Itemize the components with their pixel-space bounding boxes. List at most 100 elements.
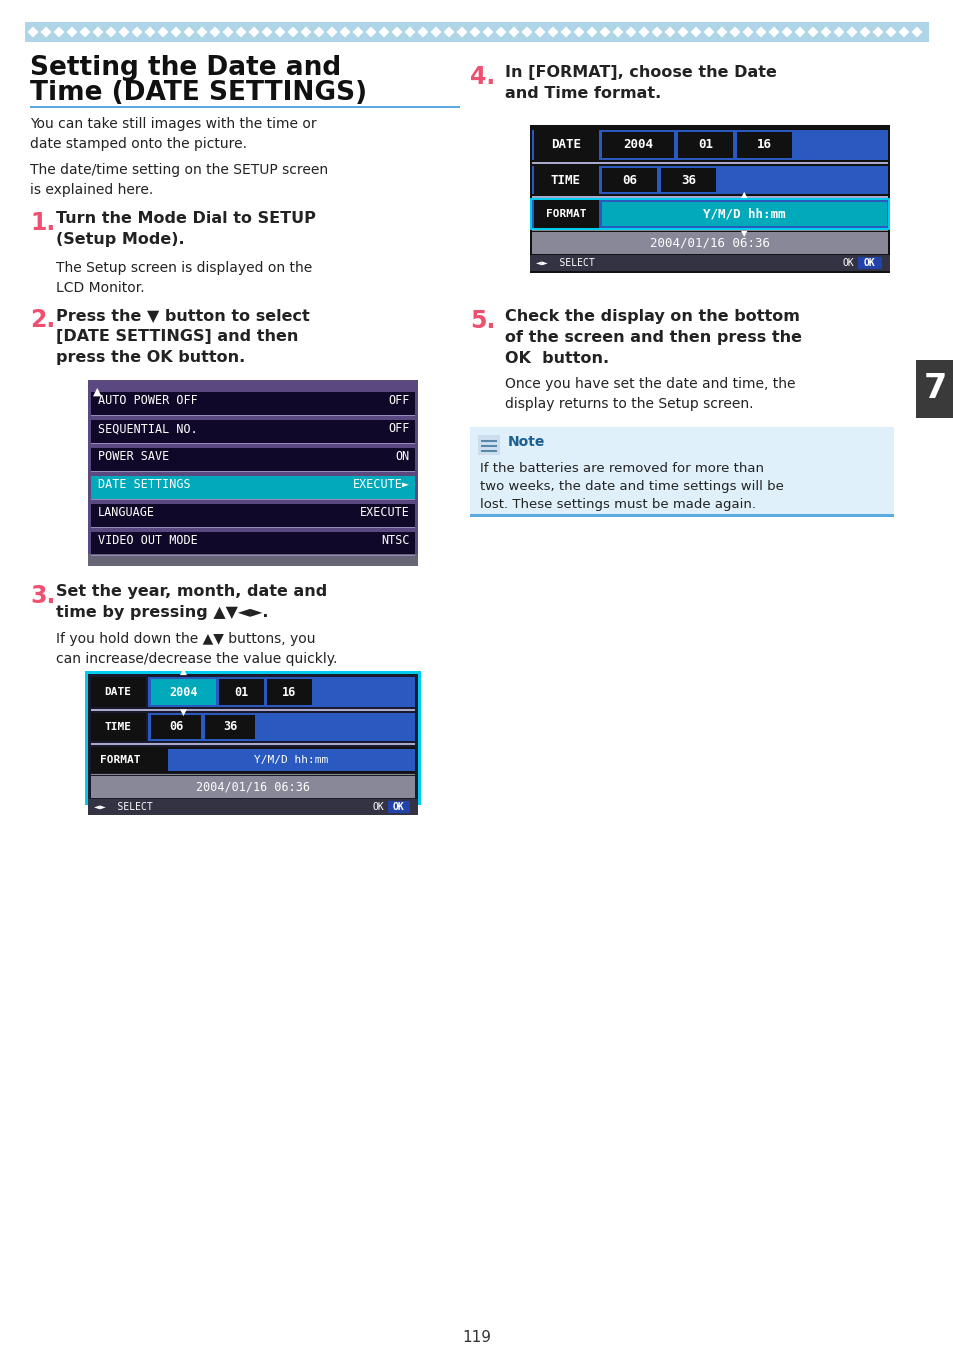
Polygon shape [417, 27, 428, 38]
Polygon shape [28, 27, 38, 38]
Bar [480, 440, 497, 442]
Polygon shape [118, 27, 130, 38]
Polygon shape [859, 27, 869, 38]
Text: TIME: TIME [105, 721, 132, 732]
Text: Once you have set the date and time, the
display returns to the Setup screen.: Once you have set the date and time, the… [504, 377, 795, 411]
Polygon shape [196, 27, 208, 38]
Bar [534, 200, 598, 228]
Polygon shape [365, 27, 376, 38]
Polygon shape [586, 27, 597, 38]
Bar [532, 162, 887, 163]
Polygon shape [898, 27, 908, 38]
Bar [532, 200, 887, 228]
Polygon shape [910, 27, 922, 38]
Polygon shape [833, 27, 843, 38]
Text: OK: OK [841, 258, 853, 267]
Polygon shape [456, 27, 467, 38]
Bar [148, 677, 415, 707]
Bar [91, 476, 415, 500]
Polygon shape [326, 27, 337, 38]
Bar [91, 504, 415, 528]
Bar [91, 747, 415, 773]
Bar [88, 798, 417, 815]
Text: DATE SETTINGS: DATE SETTINGS [98, 478, 191, 492]
Polygon shape [40, 27, 51, 38]
Polygon shape [469, 27, 480, 38]
Polygon shape [79, 27, 91, 38]
Bar [470, 513, 893, 517]
Polygon shape [404, 27, 416, 38]
Polygon shape [157, 27, 169, 38]
Text: 16: 16 [282, 685, 296, 698]
Text: ◄►  SELECT: ◄► SELECT [94, 802, 152, 812]
Text: OK: OK [372, 802, 384, 812]
Text: DATE: DATE [551, 139, 580, 151]
Bar [388, 801, 410, 813]
Text: 2004/01/16 06:36: 2004/01/16 06:36 [649, 236, 769, 250]
Text: FORMAT: FORMAT [545, 209, 586, 219]
Polygon shape [352, 27, 363, 38]
Text: 2004: 2004 [169, 685, 197, 698]
Text: 1.: 1. [30, 211, 55, 235]
Text: 2004/01/16 06:36: 2004/01/16 06:36 [195, 781, 310, 793]
Text: 5.: 5. [470, 309, 495, 332]
Polygon shape [664, 27, 675, 38]
Text: ▲: ▲ [180, 667, 187, 676]
Bar [91, 677, 146, 707]
Text: Check the display on the bottom
of the screen and then press the
OK  button.: Check the display on the bottom of the s… [504, 309, 801, 366]
Bar [534, 130, 598, 159]
Text: 119: 119 [462, 1329, 491, 1346]
Bar [477, 435, 499, 455]
Polygon shape [820, 27, 831, 38]
Text: Press the ▼ button to select
[DATE SETTINGS] and then
press the OK button.: Press the ▼ button to select [DATE SETTI… [56, 308, 310, 365]
Polygon shape [274, 27, 285, 38]
Bar [30, 105, 459, 108]
Polygon shape [210, 27, 220, 38]
Polygon shape [547, 27, 558, 38]
Polygon shape [521, 27, 532, 38]
Text: 7: 7 [923, 373, 945, 405]
Text: DATE: DATE [105, 688, 132, 697]
Polygon shape [612, 27, 623, 38]
Text: 36: 36 [680, 173, 696, 186]
Bar [678, 132, 732, 158]
Text: If you hold down the ▲▼ buttons, you
can increase/decrease the value quickly.: If you hold down the ▲▼ buttons, you can… [56, 632, 337, 666]
Polygon shape [482, 27, 493, 38]
Text: ▼: ▼ [180, 708, 187, 717]
Text: 2004: 2004 [622, 139, 652, 151]
Bar [85, 671, 420, 805]
Bar [534, 166, 598, 195]
Polygon shape [638, 27, 649, 38]
Text: ▲: ▲ [740, 190, 747, 199]
Bar [88, 554, 417, 566]
Bar [532, 200, 887, 228]
Bar [168, 748, 415, 771]
Bar [91, 449, 415, 471]
Text: ON: ON [395, 450, 410, 463]
Bar [88, 380, 417, 566]
Text: The Setup screen is displayed on the
LCD Monitor.: The Setup screen is displayed on the LCD… [56, 261, 312, 295]
Text: 2.: 2. [30, 308, 55, 332]
Text: 36: 36 [223, 720, 237, 734]
Text: The date/time setting on the SETUP screen
is explained here.: The date/time setting on the SETUP scree… [30, 163, 328, 197]
Text: You can take still images with the time or
date stamped onto the picture.: You can take still images with the time … [30, 118, 316, 151]
Text: ◄►  SELECT: ◄► SELECT [536, 258, 594, 267]
Polygon shape [768, 27, 779, 38]
Bar [530, 126, 889, 273]
Bar [470, 427, 893, 517]
Text: OFF: OFF [388, 394, 410, 408]
Polygon shape [144, 27, 155, 38]
Text: 06: 06 [621, 173, 637, 186]
Text: 01: 01 [234, 685, 249, 698]
Bar [91, 392, 415, 416]
Polygon shape [872, 27, 882, 38]
Text: If the batteries are removed for more than
two weeks, the date and time settings: If the batteries are removed for more th… [479, 462, 783, 511]
Bar [601, 203, 886, 226]
Polygon shape [560, 27, 571, 38]
Bar [267, 680, 312, 705]
Bar [91, 420, 415, 444]
Polygon shape [106, 27, 116, 38]
Bar [532, 232, 887, 254]
Polygon shape [495, 27, 506, 38]
Text: TIME: TIME [551, 173, 580, 186]
